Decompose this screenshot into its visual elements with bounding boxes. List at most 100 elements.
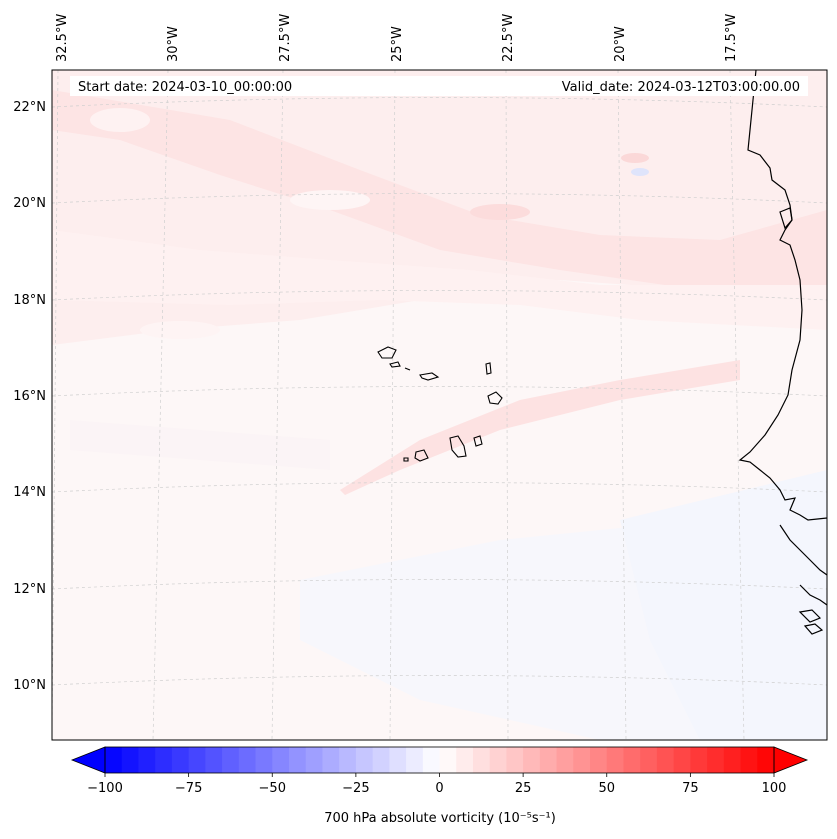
africa-coast <box>738 69 828 521</box>
colorbar-swatch <box>506 747 524 773</box>
start-date-label: Start date: 2024-03-10_00:00:00 <box>78 80 292 95</box>
parallel-16n <box>51 386 828 397</box>
colorbar-label: 700 hPa absolute vorticity (10⁻⁵s⁻¹) <box>324 811 556 826</box>
meridian-17.5w <box>729 69 745 741</box>
colorbar-swatch <box>389 747 407 773</box>
colorbar-max-extend <box>773 746 809 774</box>
latitude-labels: 22°N 20°N 18°N 16°N 14°N 12°N 10°N <box>13 100 46 693</box>
colorbar-tick-label: 0 <box>435 781 443 796</box>
island-boa-vista <box>487 391 503 405</box>
lon-label-30w: 30°W <box>166 26 181 62</box>
lon-label-22.5w: 22.5°W <box>501 14 516 62</box>
colorbar-swatch <box>523 747 541 773</box>
colorbar-swatch <box>757 747 775 773</box>
parallel-20n <box>51 193 828 204</box>
lat-label-14n: 14°N <box>13 485 46 500</box>
colorbar-swatch <box>188 747 206 773</box>
colorbar-swatch <box>489 747 508 773</box>
island-maio <box>473 435 483 447</box>
lat-label-20n: 20°N <box>13 196 46 211</box>
island-sao-nicolau <box>419 372 440 381</box>
colorbar-swatch <box>355 747 374 773</box>
guinea-coast <box>779 524 828 576</box>
meridian-30w <box>152 69 169 741</box>
colorbar-swatch <box>623 747 641 773</box>
colorbar-swatch <box>222 747 240 773</box>
colorbar-swatch <box>573 747 591 773</box>
colorbar-swatch <box>138 747 156 773</box>
colorbar-tick-label: 50 <box>598 781 615 796</box>
colorbar-swatch <box>456 747 474 773</box>
colorbar-swatch <box>406 747 424 773</box>
colorbar-swatch <box>439 747 457 773</box>
coast-feature <box>779 207 793 230</box>
colorbar-swatch <box>105 747 123 773</box>
colorbar-swatch <box>590 747 608 773</box>
island-santo-antao <box>377 346 397 359</box>
island-sal <box>485 362 492 375</box>
island-santa-luzia <box>404 367 411 371</box>
lon-label-32.5w: 32.5°W <box>55 14 70 62</box>
colorbar-swatch <box>121 747 140 773</box>
colorbar-min-extend <box>70 746 106 774</box>
longitude-labels: 32.5°W 30°W 27.5°W 25°W 22.5°W 20°W 17.5… <box>55 14 739 62</box>
lat-label-18n: 18°N <box>13 293 46 308</box>
island-santiago <box>449 435 467 458</box>
colorbar-swatch <box>372 747 390 773</box>
bissagos-islands <box>798 609 822 623</box>
colorbar-swatch <box>238 747 257 773</box>
colorbar-swatches <box>105 747 775 773</box>
coastline <box>738 69 828 635</box>
colorbar-swatch <box>272 747 290 773</box>
colorbar-tick-label: −100 <box>87 781 123 796</box>
colorbar-swatch <box>740 747 758 773</box>
island-brava <box>403 457 409 462</box>
colorbar-swatch <box>673 747 691 773</box>
meridian-27.5w <box>271 69 284 741</box>
colorbar-swatch <box>339 747 357 773</box>
colorbar-tick-label: 75 <box>682 781 699 796</box>
meridian-25w <box>389 69 396 741</box>
parallel-22n <box>51 97 828 108</box>
graticule <box>51 69 828 741</box>
colorbar-tick-label: −25 <box>342 781 369 796</box>
colorbar-swatch <box>288 747 307 773</box>
map-frame <box>51 69 828 741</box>
colorbar-swatch <box>606 747 625 773</box>
lon-label-27.5w: 27.5°W <box>278 14 293 62</box>
lat-label-10n: 10°N <box>13 678 46 693</box>
colorbar-swatch <box>322 747 340 773</box>
colorbar-swatch <box>707 747 725 773</box>
lat-label-22n: 22°N <box>13 100 46 115</box>
colorbar-tick-label: 25 <box>515 781 532 796</box>
colorbar-swatch <box>472 747 491 773</box>
colorbar-swatch <box>422 747 441 773</box>
colorbar: −100 −75 −50 −25 0 25 50 75 100 700 hPa absolute… <box>70 746 809 826</box>
island-sao-vicente <box>389 361 401 368</box>
lat-label-12n: 12°N <box>13 582 46 597</box>
colorbar-tick-label: 100 <box>762 781 787 796</box>
parallel-12n <box>51 579 828 590</box>
colorbar-swatch <box>155 747 173 773</box>
lat-label-16n: 16°N <box>13 389 46 404</box>
parallel-18n <box>51 290 828 301</box>
meridian-20w <box>617 69 627 741</box>
colorbar-ticks: −100 −75 −50 −25 0 25 50 75 100 <box>87 773 786 796</box>
cape-verde-islands <box>377 346 503 462</box>
colorbar-tick-label: −50 <box>259 781 286 796</box>
lon-label-25w: 25°W <box>390 26 405 62</box>
meridian-32.5w <box>51 69 59 741</box>
map-panel: Start date: 2024-03-10_00:00:00 Valid_da… <box>51 69 828 741</box>
bissagos-islands-2 <box>803 623 824 635</box>
colorbar-swatch <box>656 747 675 773</box>
colorbar-swatch <box>723 747 742 773</box>
colorbar-swatch <box>205 747 223 773</box>
lon-label-17.5w: 17.5°W <box>724 14 739 62</box>
meridian-22.5w <box>505 69 509 741</box>
valid-date-label: Valid_date: 2024-03-12T03:00:00.00 <box>562 80 800 95</box>
colorbar-swatch <box>171 747 190 773</box>
colorbar-swatch <box>255 747 273 773</box>
colorbar-swatch <box>690 747 708 773</box>
colorbar-swatch <box>556 747 574 773</box>
